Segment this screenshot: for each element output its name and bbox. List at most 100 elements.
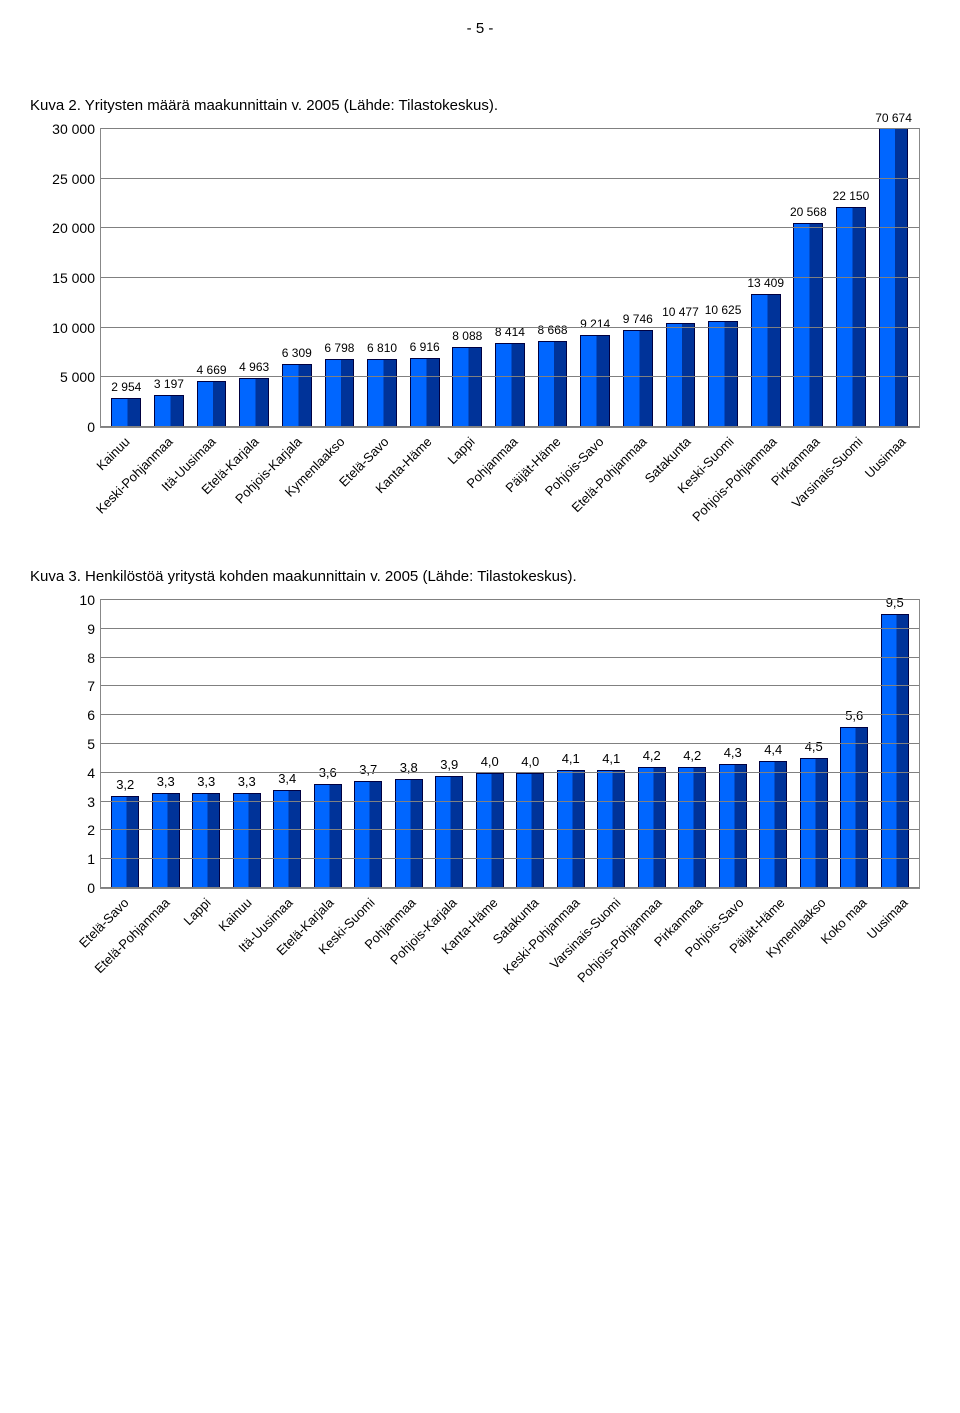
- chart2-bars: 3,23,33,33,33,43,63,73,83,94,04,04,14,14…: [101, 600, 919, 888]
- bar-value-label: 10 625: [705, 303, 742, 317]
- bar-slot: 20 568: [787, 129, 830, 427]
- bar-value-label: 22 150: [833, 189, 870, 203]
- bar-slot: 8 088: [446, 129, 489, 427]
- bar-value-label: 8 088: [452, 329, 482, 343]
- bar-slot: 4,5: [794, 600, 835, 888]
- bar: [719, 764, 747, 888]
- gridline: [101, 714, 919, 715]
- bar-slot: 4,1: [591, 600, 632, 888]
- x-label: Kanta-Häme: [469, 891, 510, 1009]
- gridline: [101, 801, 919, 802]
- bar-value-label: 3,4: [278, 771, 296, 786]
- x-label-text: Lappi: [180, 895, 213, 928]
- bar: [395, 779, 423, 888]
- x-label: Pohjois-Pohjanmaa: [633, 891, 674, 1009]
- x-label: Koko maa: [838, 891, 879, 1009]
- gridline: [101, 887, 919, 888]
- y-tick-label: 5 000: [60, 369, 101, 385]
- bar: [192, 793, 220, 888]
- gridline: [101, 178, 919, 179]
- chart1-x-labels: KainuuKeski-PohjanmaaItä-UusimaaEtelä-Ka…: [100, 430, 920, 538]
- x-label: Pohjois-Pohjanmaa: [747, 430, 790, 538]
- y-tick-label: 1: [87, 851, 101, 867]
- chart1-bars: 2 9543 1974 6694 9636 3096 7986 8106 916…: [101, 129, 919, 427]
- bar-slot: 5,6: [834, 600, 875, 888]
- bar-value-label: 3,7: [359, 762, 377, 777]
- chart2-title: Kuva 3. Henkilöstöä yritystä kohden maak…: [30, 568, 930, 585]
- y-tick-label: 9: [87, 621, 101, 637]
- bar-slot: 4,2: [672, 600, 713, 888]
- bar-slot: 4,4: [753, 600, 794, 888]
- bar-value-label: 3 197: [154, 377, 184, 391]
- bar-value-label: 20 568: [790, 205, 827, 219]
- bar: [410, 358, 440, 427]
- bar-slot: 10 477: [659, 129, 702, 427]
- gridline: [101, 628, 919, 629]
- bar: [325, 359, 355, 427]
- gridline: [101, 227, 919, 228]
- gridline: [101, 657, 919, 658]
- gridline: [101, 376, 919, 377]
- y-tick-label: 4: [87, 765, 101, 781]
- chart1: 2 9543 1974 6694 9636 3096 7986 8106 916…: [30, 118, 930, 538]
- y-tick-label: 2: [87, 822, 101, 838]
- x-label-text: Lappi: [444, 434, 477, 467]
- bar: [793, 223, 823, 427]
- bar-value-label: 70 674: [875, 111, 912, 125]
- bar: [623, 330, 653, 427]
- gridline: [101, 829, 919, 830]
- bar-slot: 4,2: [632, 600, 673, 888]
- chart2-x-labels: Etelä-SavoEtelä-PohjanmaaLappiKainuuItä-…: [100, 891, 920, 1009]
- x-label: Lappi: [182, 891, 223, 1009]
- y-tick-label: 25 000: [52, 171, 101, 187]
- bar-value-label: 8 668: [538, 323, 568, 337]
- bar-value-label: 4,1: [562, 751, 580, 766]
- bar-slot: 13 409: [744, 129, 787, 427]
- bar-slot: 6 798: [318, 129, 361, 427]
- bar-slot: 9 214: [574, 129, 617, 427]
- bar-value-label: 4 963: [239, 360, 269, 374]
- x-label-text: Kainuu: [93, 434, 132, 473]
- y-tick-label: 0: [87, 419, 101, 435]
- bar-value-label: 4,0: [481, 754, 499, 769]
- bar-slot: 3,8: [389, 600, 430, 888]
- bar: [638, 767, 666, 888]
- y-tick-label: 7: [87, 678, 101, 694]
- bar: [239, 378, 269, 427]
- x-label: Etelä-Pohjanmaa: [141, 891, 182, 1009]
- bar-value-label: 9 214: [580, 317, 610, 331]
- bar: [152, 793, 180, 888]
- y-tick-label: 10: [79, 592, 101, 608]
- bar: [516, 773, 544, 888]
- bar-value-label: 2 954: [111, 380, 141, 394]
- bar: [273, 790, 301, 888]
- bar: [367, 359, 397, 427]
- chart1-plot-area: 2 9543 1974 6694 9636 3096 7986 8106 916…: [100, 128, 920, 428]
- y-tick-label: 30 000: [52, 121, 101, 137]
- bar-value-label: 4,2: [643, 748, 661, 763]
- x-label: Kymenlaakso: [797, 891, 838, 1009]
- bar-slot: 4,0: [510, 600, 551, 888]
- x-label: Uusimaa: [877, 430, 920, 538]
- bar-value-label: 9,5: [886, 595, 904, 610]
- bar: [495, 343, 525, 427]
- bar-value-label: 6 916: [410, 340, 440, 354]
- x-label: Varsinais-Suomi: [834, 430, 877, 538]
- bar-value-label: 3,3: [238, 774, 256, 789]
- gridline: [101, 858, 919, 859]
- bar-slot: 8 414: [489, 129, 532, 427]
- bar: [154, 395, 184, 427]
- bar: [840, 727, 868, 888]
- bar-slot: 6 916: [403, 129, 446, 427]
- bar: [452, 347, 482, 427]
- bar-slot: 6 810: [361, 129, 404, 427]
- bar: [759, 761, 787, 888]
- gridline: [101, 277, 919, 278]
- y-tick-label: 10 000: [52, 320, 101, 336]
- bar-value-label: 6 798: [324, 341, 354, 355]
- bar: [678, 767, 706, 888]
- bar-value-label: 3,3: [157, 774, 175, 789]
- bar: [879, 129, 909, 427]
- bar-slot: 4,1: [551, 600, 592, 888]
- bar-slot: 3,6: [308, 600, 349, 888]
